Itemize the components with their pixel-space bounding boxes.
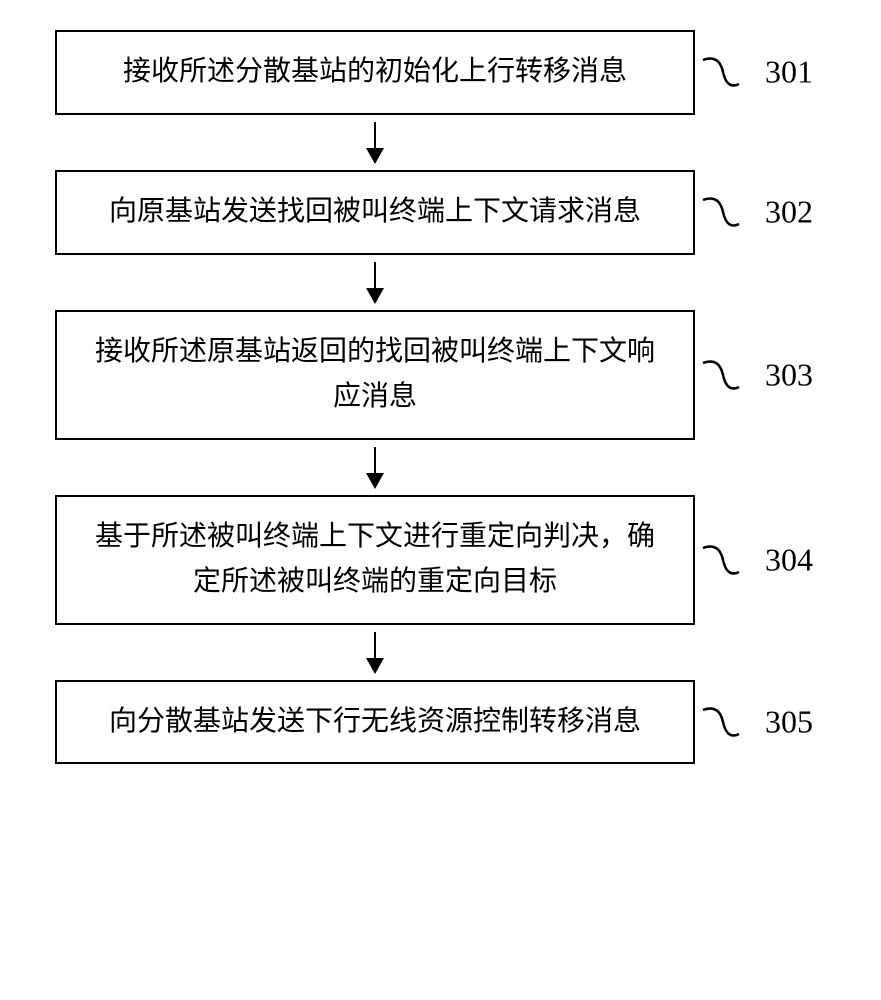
flow-step-3-text: 接收所述原基站返回的找回被叫终端上下文响应消息 — [87, 330, 663, 420]
arrow-down-icon — [374, 447, 376, 487]
arrow-down-icon — [374, 122, 376, 162]
flow-step-5: 向分散基站发送下行无线资源控制转移消息 305 — [55, 680, 695, 765]
arrow-4 — [55, 625, 695, 680]
flow-step-2: 向原基站发送找回被叫终端上下文请求消息 302 — [55, 170, 695, 255]
flow-step-2-label: 302 — [765, 194, 813, 231]
flow-step-1-label: 301 — [765, 54, 813, 91]
flow-step-3: 接收所述原基站返回的找回被叫终端上下文响应消息 303 — [55, 310, 695, 440]
flow-step-4-text: 基于所述被叫终端上下文进行重定向判决，确定所述被叫终端的重定向目标 — [87, 515, 663, 605]
flow-step-4-label: 304 — [765, 541, 813, 578]
flow-step-1: 接收所述分散基站的初始化上行转移消息 301 — [55, 30, 695, 115]
connector-curve-icon — [701, 52, 741, 92]
connector-curve-icon — [701, 702, 741, 742]
connector-curve-icon — [701, 355, 741, 395]
arrow-1 — [55, 115, 695, 170]
arrow-3 — [55, 440, 695, 495]
arrow-down-icon — [374, 262, 376, 302]
flow-step-4: 基于所述被叫终端上下文进行重定向判决，确定所述被叫终端的重定向目标 304 — [55, 495, 695, 625]
flowchart-container: 接收所述分散基站的初始化上行转移消息 301 向原基站发送找回被叫终端上下文请求… — [55, 30, 825, 764]
connector-curve-icon — [701, 192, 741, 232]
flow-step-5-label: 305 — [765, 703, 813, 740]
flow-step-5-text: 向分散基站发送下行无线资源控制转移消息 — [109, 700, 641, 745]
arrow-2 — [55, 255, 695, 310]
arrow-down-icon — [374, 632, 376, 672]
flow-step-2-text: 向原基站发送找回被叫终端上下文请求消息 — [109, 190, 641, 235]
flow-step-1-text: 接收所述分散基站的初始化上行转移消息 — [123, 50, 627, 95]
flow-step-3-label: 303 — [765, 356, 813, 393]
connector-curve-icon — [701, 540, 741, 580]
